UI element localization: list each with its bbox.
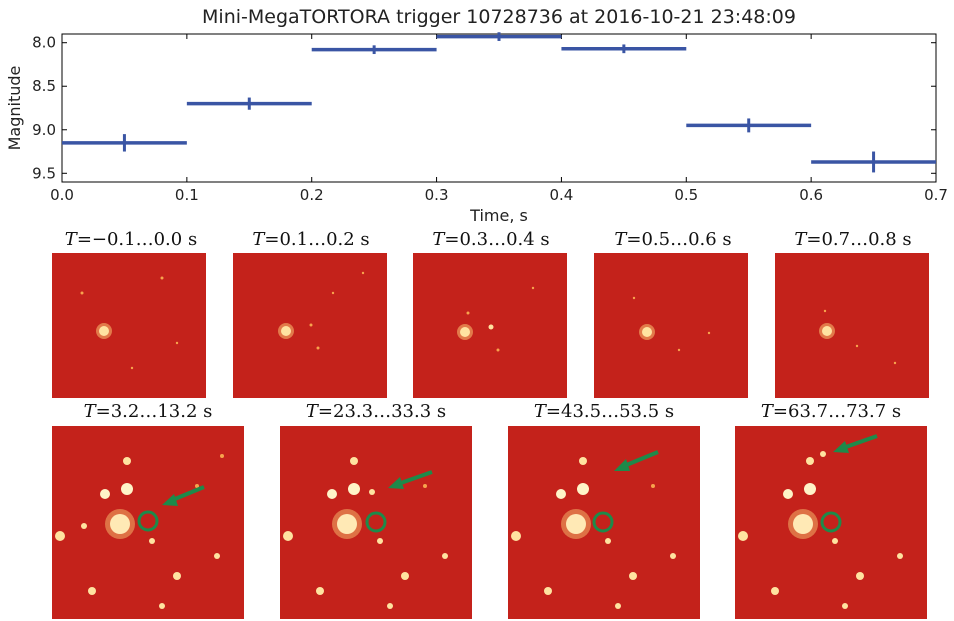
panel-title: T=43.5…53.5 s <box>533 401 675 422</box>
x-tick-label: 0.6 <box>799 186 823 204</box>
marker-circle-icon <box>820 511 842 533</box>
y-axis-label: Magnitude <box>5 66 24 151</box>
deep-frame-image <box>52 426 244 619</box>
panel-title: T=−0.1…0.0 s <box>64 229 198 250</box>
data-point <box>186 97 312 110</box>
deep-frame-image <box>280 426 472 619</box>
frame-image <box>233 253 387 398</box>
x-axis: 0.0 0.1 0.2 0.3 0.4 0.5 0.6 0.7 <box>50 34 948 204</box>
x-tick-label: 0.7 <box>924 186 948 204</box>
y-tick-label: 9.5 <box>32 164 56 182</box>
x-axis-label: Time, s <box>469 206 528 225</box>
frame-image <box>594 253 748 398</box>
data-series <box>62 32 936 173</box>
data-point <box>686 118 812 133</box>
x-tick-label: 0.5 <box>674 186 698 204</box>
arrow-icon <box>397 470 433 486</box>
frame-image <box>413 253 567 398</box>
y-tick-label: 8.0 <box>32 34 56 52</box>
arrow-icon <box>623 450 659 468</box>
data-point <box>561 44 687 54</box>
frame-image <box>775 253 929 398</box>
x-tick-label: 0.3 <box>425 186 449 204</box>
panel-title: T=0.5…0.6 s <box>614 229 732 250</box>
x-tick-label: 0.1 <box>175 186 199 204</box>
panel-title: T=23.3…33.3 s <box>305 401 447 422</box>
light-curve-chart: Mini-MegaTORTORA trigger 10728736 at 201… <box>5 6 948 225</box>
y-tick-label: 8.5 <box>32 77 56 95</box>
y-axis: 8.0 8.5 9.0 9.5 <box>32 34 936 182</box>
arrow-icon <box>842 434 878 450</box>
x-tick-label: 0.0 <box>50 186 74 204</box>
x-tick-label: 0.4 <box>549 186 573 204</box>
x-tick-label: 0.2 <box>300 186 324 204</box>
frame-image <box>52 253 206 398</box>
data-point <box>811 151 936 173</box>
marker-circle-icon <box>592 511 614 533</box>
panel-title: T=0.7…0.8 s <box>794 229 912 250</box>
data-point <box>311 45 437 55</box>
panel-title: T=3.2…13.2 s <box>83 401 213 422</box>
plot-frame <box>61 33 937 183</box>
arrow-icon <box>169 485 205 503</box>
chart-title: Mini-MegaTORTORA trigger 10728736 at 201… <box>202 6 796 28</box>
y-tick-label: 9.0 <box>32 121 56 139</box>
panel-title: T=63.7…73.7 s <box>760 401 902 422</box>
data-point <box>436 32 562 41</box>
panel-title: T=0.3…0.4 s <box>432 229 550 250</box>
panel-title: T=0.1…0.2 s <box>252 229 370 250</box>
deep-frame-image <box>508 426 700 619</box>
marker-circle-icon <box>365 511 387 533</box>
data-point <box>62 134 187 152</box>
marker-circle-icon <box>137 510 159 532</box>
deep-frame-image <box>735 426 927 619</box>
